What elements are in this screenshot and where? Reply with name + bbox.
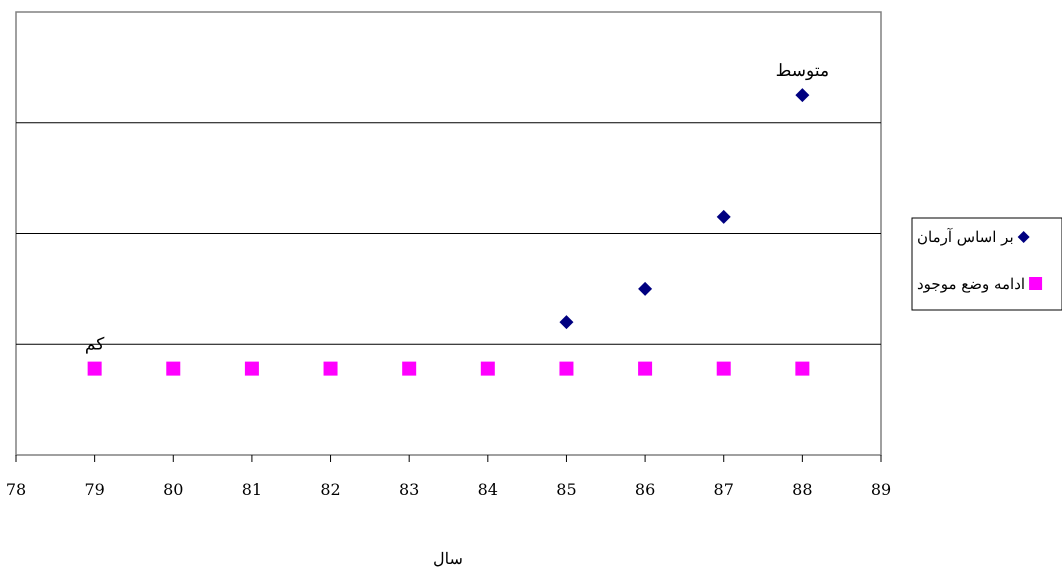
x-tick-label: 89 [871, 480, 891, 499]
x-tick-label: 80 [163, 480, 183, 499]
diamond-point [716, 209, 731, 224]
square-point [716, 361, 731, 376]
square-point [638, 361, 653, 376]
diamond-point [559, 315, 574, 330]
x-tick-label: 83 [399, 480, 419, 499]
square-point [323, 361, 338, 376]
legend-square-marker [1029, 277, 1043, 290]
x-tick-label: 78 [6, 480, 26, 499]
square-point [559, 361, 574, 376]
x-tick-label: 85 [556, 480, 576, 499]
legend-diamond-marker [1017, 231, 1030, 243]
square-point [166, 361, 181, 376]
x-axis: 78 79 80 81 82 83 84 85 86 87 88 89 [6, 455, 891, 499]
diamond-point [795, 88, 810, 103]
annotation-label: متوسط [776, 61, 829, 81]
x-tick-label: 79 [84, 480, 104, 499]
annotation-label: کم [85, 335, 105, 355]
x-tick-label: 82 [320, 480, 340, 499]
legend-label-1: بر اساس آرمان [917, 228, 1014, 246]
annotations: متوسط کم [85, 61, 829, 355]
x-tick-label: 81 [242, 480, 262, 499]
legend-item-1: بر اساس آرمان [917, 228, 1030, 246]
legend-label-2: ادامه وضع موجود [917, 275, 1025, 293]
square-point [402, 361, 417, 376]
diamond-point [638, 281, 653, 296]
x-axis-label: سال [433, 549, 463, 568]
x-tick-label: 86 [635, 480, 655, 499]
square-point [795, 361, 810, 376]
legend-item-2: ادامه وضع موجود [917, 275, 1043, 293]
x-tick-label: 84 [478, 480, 498, 499]
x-tick-label: 87 [714, 480, 734, 499]
legend: بر اساس آرمان ادامه وضع موجود [911, 217, 1062, 311]
data-points [87, 88, 810, 376]
square-point [480, 361, 495, 376]
gridlines [16, 122, 881, 345]
x-tick-label: 88 [792, 480, 812, 499]
legend-box [911, 217, 1062, 311]
square-point [87, 361, 102, 376]
square-point [244, 361, 259, 376]
